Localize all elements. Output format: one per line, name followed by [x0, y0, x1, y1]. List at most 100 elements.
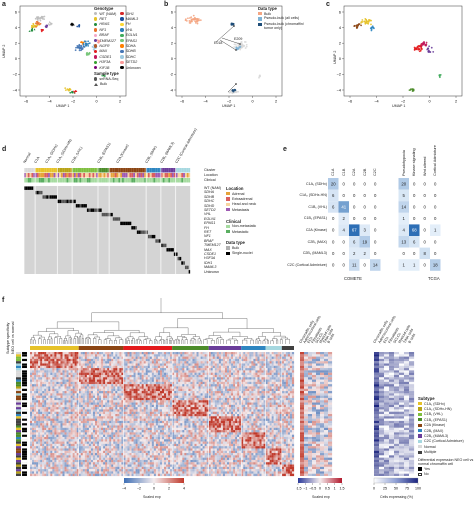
heatmap-cell — [269, 368, 272, 371]
matrix-value-right: 0 — [424, 216, 427, 221]
heatmap-cell — [40, 402, 43, 405]
scatter-point — [78, 49, 81, 52]
heatmap-cell — [125, 402, 128, 405]
scatter-point — [78, 44, 80, 47]
mutation-cell — [120, 221, 123, 226]
matrix-cell — [349, 212, 360, 225]
heatmap-cell — [159, 379, 163, 382]
heatmap-cell — [235, 377, 238, 380]
heatmap-cell — [68, 402, 71, 405]
location-track-cell — [177, 173, 180, 178]
heatmap-cell — [210, 354, 213, 357]
heatmap-cell — [226, 395, 230, 399]
heatmap-cell — [70, 374, 73, 378]
heatmap-cell — [137, 368, 140, 371]
location-swatch — [226, 192, 230, 196]
heatmap-cell — [273, 384, 276, 387]
heatmap-cell — [287, 407, 291, 410]
heatmap-cell — [275, 400, 278, 403]
heatmap-cell — [64, 363, 67, 366]
heatmap-cell — [101, 395, 104, 399]
heatmap-cell — [97, 377, 100, 380]
heatmap-cell — [80, 379, 83, 382]
clinical-track-cell — [157, 178, 160, 183]
heatmap-cell — [212, 356, 215, 359]
mutation-cell — [172, 248, 174, 252]
heatmap-cell — [162, 393, 165, 396]
heatmap-cell — [159, 393, 163, 396]
heatmap-cell — [109, 372, 112, 376]
heatmap-cell — [263, 386, 266, 389]
heatmap-cell — [74, 374, 77, 378]
heatmap-cell — [84, 352, 87, 355]
heatmap-cell — [76, 374, 79, 378]
heatmap-cell — [115, 374, 118, 378]
matrix-cell — [349, 224, 360, 236]
heatmap-cell — [76, 397, 79, 401]
heatmap-cell — [127, 384, 130, 387]
heatmap-cell — [135, 354, 138, 357]
heatmap-cell — [277, 384, 280, 387]
heatmap-cell — [121, 407, 124, 410]
location-track-cell — [75, 173, 78, 178]
heatmap-cell — [226, 356, 230, 359]
heatmap-cell — [157, 361, 161, 364]
heatmap-cell — [216, 388, 219, 392]
heatmap-cell — [289, 407, 293, 410]
heatmap-cell — [249, 386, 252, 389]
heatmap-cell — [78, 404, 81, 408]
location-track-cell — [85, 173, 87, 178]
heatmap-cell — [32, 393, 35, 396]
heatmap-cell — [218, 391, 221, 394]
heatmap-cell — [172, 400, 175, 403]
location-track-cell — [110, 173, 113, 178]
heatmap-cell — [48, 374, 51, 378]
matrix-cell-right — [419, 212, 430, 225]
cluster-track-cell — [168, 168, 171, 173]
heatmap-cell — [143, 352, 146, 355]
genotype-label: HRAS — [99, 22, 110, 27]
heatmap-cell — [74, 397, 77, 401]
heatmap-cell — [119, 361, 122, 364]
heatmap-cell — [267, 372, 270, 376]
scatter-point — [40, 30, 43, 33]
heatmap-cell — [80, 377, 83, 380]
heatmap-cell — [162, 374, 165, 378]
heatmap-cell — [60, 361, 63, 364]
heatmap-cell — [257, 365, 260, 369]
gene-label: Unknown — [204, 269, 219, 274]
heatmap-cell — [92, 404, 96, 408]
heatmap-cell — [222, 393, 226, 396]
heatmap-cell — [237, 384, 240, 387]
heatmap-cell — [166, 379, 169, 382]
clinical-track-cell — [110, 178, 113, 183]
heatmap-cell — [208, 379, 211, 382]
heatmap-cell — [97, 370, 100, 373]
heatmap-cell — [56, 354, 59, 357]
heatmap-cell — [50, 370, 53, 373]
heatmap-cell — [214, 361, 217, 364]
heatmap-cell — [54, 409, 57, 412]
heatmap-cell — [281, 402, 284, 405]
clinical-track-cell — [159, 178, 161, 183]
dtype-item: Single-nuclei — [226, 251, 278, 256]
scatter-point — [363, 20, 366, 23]
heatmap-cell — [111, 368, 114, 371]
matrix-row-label: C1A₂ (SDHx-HN) — [299, 193, 327, 198]
heatmap-cell — [170, 404, 173, 408]
matrix-cell-right — [398, 236, 409, 248]
heatmap-cell — [82, 379, 85, 382]
scatter-point — [101, 74, 104, 77]
heatmap-cell — [109, 358, 112, 362]
scatter-point — [193, 16, 196, 19]
heatmap-cell — [107, 393, 110, 396]
heatmap-cell — [125, 388, 128, 392]
heatmap-cell — [155, 379, 159, 382]
cluster-track-cell — [57, 168, 60, 173]
heatmap-cell — [239, 363, 242, 366]
heatmap-cell — [103, 356, 106, 359]
heatmap-cell — [283, 374, 286, 378]
heatmap-cell — [78, 354, 81, 357]
heatmap-cell — [44, 368, 47, 371]
heatmap-cell — [273, 388, 276, 392]
